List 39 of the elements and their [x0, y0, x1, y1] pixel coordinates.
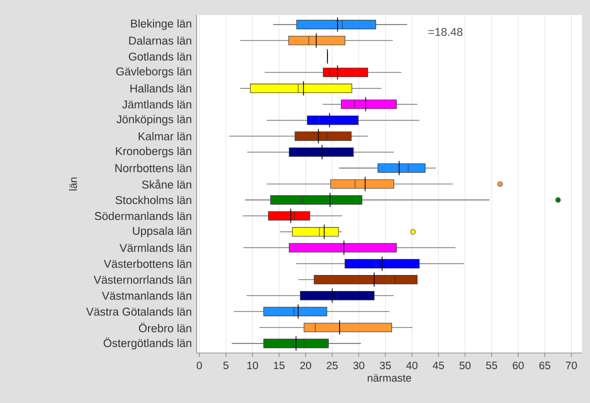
y-tick-label: Jönköpings län	[116, 114, 192, 126]
y-tick-label: Skåne län	[142, 179, 192, 189]
y-tick-label: Örebro län	[138, 322, 192, 332]
y-tick-label: Blekinge län	[131, 19, 192, 30]
y-tick-label: Västmanlands län	[102, 291, 192, 300]
x-axis-title: närmaste	[368, 374, 412, 382]
y-tick-label: Gotlands län	[128, 52, 192, 61]
y-tick-label: Västernorrlands län	[94, 275, 192, 284]
y-tick-label: Norrbottens län	[115, 164, 192, 172]
x-tick-label: 55	[486, 362, 498, 370]
y-tick-label: Hallands län	[130, 84, 192, 92]
x-tick-label: 30	[353, 362, 364, 370]
y-tick-label: Stockholms län	[116, 196, 192, 204]
y-tick-label: Jämtlands län	[122, 100, 192, 108]
x-tick-label: 65	[539, 362, 550, 370]
y-tick-label: Dalarnas län	[129, 36, 192, 45]
y-tick-label: Västra Götalands län	[86, 307, 192, 316]
x-tick-label: 10	[247, 362, 258, 370]
y-tick-label: Kronobergs län	[116, 146, 192, 158]
x-tick-label: 40	[406, 362, 418, 370]
annotation: =18.48	[428, 28, 462, 36]
x-tick-label: 5	[223, 362, 228, 370]
y-tick-label: Södermanlands län	[94, 212, 192, 220]
y-tick-label: Östergötlands län	[104, 337, 192, 350]
y-tick-label: Västerbottens län	[104, 260, 192, 268]
y-tick-label: Kalmar län	[138, 132, 192, 140]
x-tick-label: 70	[566, 362, 577, 370]
x-tick-label: 60	[512, 362, 524, 370]
y-tick-label: Värmlands län	[120, 244, 192, 252]
x-tick-label: 35	[380, 362, 391, 370]
x-tick-label: 25	[326, 362, 338, 370]
x-tick-label: 15	[274, 362, 285, 370]
x-tick-label: 50	[460, 362, 471, 370]
x-tick-label: 0	[196, 362, 202, 370]
y-axis-title: län	[69, 178, 77, 190]
x-tick-label: 20	[300, 362, 312, 370]
x-tick-label: 45	[432, 362, 444, 370]
y-tick-label: Gävleborgs län	[116, 67, 192, 78]
y-tick-label: Uppsala län	[132, 226, 192, 238]
